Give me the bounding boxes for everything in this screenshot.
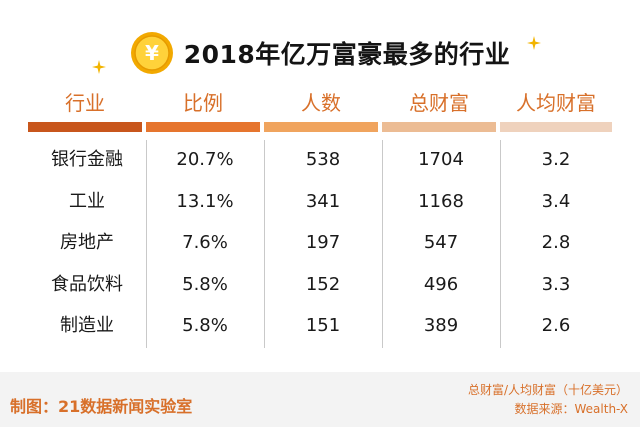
table-cell: 房地产 (60, 232, 114, 253)
unit-note: 总财富/人均财富（十亿美元） (467, 383, 628, 397)
header-cell: 人均财富 (500, 88, 612, 132)
header-label: 人数 (301, 91, 341, 115)
header-color-bar (500, 122, 612, 132)
header-label: 人均财富 (516, 91, 596, 115)
table-cell: 3.2 (541, 149, 571, 170)
header-cell: 人数 (264, 88, 378, 132)
table-cell: 5.8% (182, 273, 228, 295)
table-row: 制造业 5.8% 151 389 2.6 (28, 306, 612, 346)
header-cell: 总财富 (382, 88, 496, 132)
header-color-bar (146, 122, 260, 132)
table-row: 银行金融 20.7% 538 1704 3.2 (28, 140, 612, 180)
table-cell: 197 (305, 232, 341, 253)
table-cell: 制造业 (60, 315, 114, 336)
header-color-bar (28, 122, 142, 132)
table-cell: 银行金融 (51, 149, 123, 170)
yuan-coin-icon: ¥ (130, 32, 173, 74)
table-cell: 538 (305, 149, 341, 170)
table-cell: 151 (305, 315, 341, 336)
svg-text:¥: ¥ (145, 41, 159, 65)
table-cell: 20.7% (176, 149, 234, 170)
column-divider (500, 140, 501, 348)
table-cell: 3.3 (541, 273, 571, 295)
header-label: 总财富 (409, 91, 469, 115)
column-divider (264, 140, 265, 348)
table-cell: 389 (423, 315, 459, 336)
table-cell: 496 (423, 273, 459, 295)
header-color-bar (264, 122, 378, 132)
credit-text: 制图：21数据新闻实验室 (10, 397, 193, 416)
column-divider (382, 140, 383, 348)
table-cell: 152 (305, 273, 341, 295)
table-cell: 3.4 (541, 190, 571, 212)
table-cell: 341 (305, 190, 341, 212)
table-row: 工业 13.1% 341 1168 3.4 (28, 182, 612, 222)
table-cell: 13.1% (176, 190, 234, 212)
header-color-bar (382, 122, 496, 132)
table-card: ¥ 2018年亿万富豪最多的行业 行业 比例 人数 总财富 人均财富 银行金融 20.7%… (0, 0, 640, 372)
table-cell: 工业 (69, 190, 105, 212)
table-header: 行业 比例 人数 总财富 人均财富 (28, 88, 612, 132)
sparkle-icon (92, 60, 106, 74)
sparkle-icon (527, 36, 541, 50)
header-cell: 比例 (146, 88, 260, 132)
table-row: 房地产 7.6% 197 547 2.8 (28, 223, 612, 263)
table-cell: 547 (423, 232, 459, 253)
table-cell: 1168 (418, 190, 464, 212)
header-cell: 行业 (28, 88, 142, 132)
column-divider (146, 140, 147, 348)
chart-title: 2018年亿万富豪最多的行业 (183, 40, 511, 69)
table-cell: 5.8% (182, 315, 228, 336)
table-cell: 2.6 (541, 315, 571, 336)
table-body: 银行金融 20.7% 538 1704 3.2 工业 13.1% 341 1168 3.4 房地产 7… (28, 140, 612, 348)
title-row: ¥ 2018年亿万富豪最多的行业 (0, 30, 640, 76)
table-cell: 1704 (418, 149, 464, 170)
table-cell: 食品饮料 (51, 273, 123, 295)
header-label: 比例 (183, 91, 223, 115)
table-cell: 7.6% (182, 232, 228, 253)
table-row: 食品饮料 5.8% 152 496 3.3 (28, 265, 612, 305)
source-note: 数据来源：Wealth-X (514, 402, 629, 416)
table-cell: 2.8 (541, 232, 571, 253)
footer-notes: 总财富/人均财富（十亿美元） 数据来源：Wealth-X (468, 381, 628, 419)
header-label: 行业 (65, 91, 105, 115)
